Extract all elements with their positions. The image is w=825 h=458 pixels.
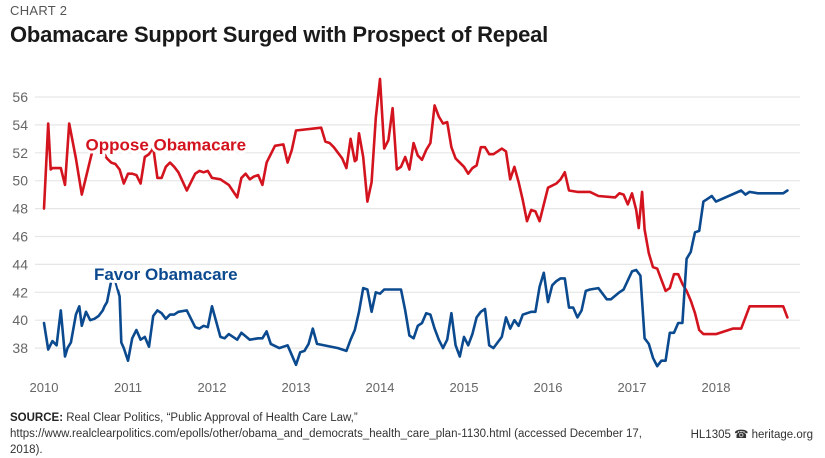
x-axis-ticks: 2010 2011 2012 2013 2014 2015 2016 2017 2018 <box>30 380 731 395</box>
y-tick-label: 46 <box>12 229 28 245</box>
source-label: SOURCE: <box>10 412 64 424</box>
y-tick-label: 44 <box>12 256 28 272</box>
source-text: Real Clear Politics, “Public Approval of… <box>10 412 642 456</box>
x-tick-label: 2015 <box>450 380 479 395</box>
y-tick-label: 50 <box>12 173 28 189</box>
x-tick-label: 2016 <box>534 380 563 395</box>
oppose-label-halo: Oppose Obamacare <box>85 135 246 154</box>
x-tick-label: 2011 <box>114 380 142 395</box>
y-axis-ticks: 38 40 42 44 46 48 50 52 54 56 <box>12 89 28 356</box>
series-lines <box>42 77 789 368</box>
x-tick-label: 2013 <box>282 380 311 395</box>
oppose-line <box>42 77 789 336</box>
y-tick-label: 48 <box>12 201 28 217</box>
x-tick-label: 2014 <box>366 380 395 395</box>
heritage-bell-icon: ☎ <box>734 429 749 441</box>
favor-label: Favor Obamacare <box>94 265 238 284</box>
gridlines <box>35 96 800 349</box>
report-id: HL1305 <box>690 429 731 441</box>
y-tick-label: 56 <box>12 89 28 105</box>
chart-kicker: CHART 2 <box>10 3 68 18</box>
x-tick-label: 2017 <box>618 380 647 395</box>
chart-title: Obamacare Support Surged with Prospect o… <box>10 22 549 47</box>
x-tick-label: 2010 <box>30 380 59 395</box>
y-tick-label: 42 <box>12 284 28 300</box>
y-tick-label: 54 <box>12 117 28 133</box>
x-tick-label: 2018 <box>702 380 731 395</box>
y-tick-label: 52 <box>12 145 28 161</box>
site-link[interactable]: heritage.org <box>751 429 813 441</box>
y-tick-label: 38 <box>12 340 28 356</box>
oppose-label: Oppose Obamacare <box>85 135 246 154</box>
favor-label-halo: Favor Obamacare <box>94 265 238 284</box>
credit: HL1305 ☎ heritage.org <box>691 427 813 441</box>
y-tick-label: 40 <box>12 312 28 328</box>
source-note: SOURCE: Real Clear Politics, “Public App… <box>10 410 650 458</box>
favor-line <box>42 189 789 368</box>
x-tick-label: 2012 <box>198 380 227 395</box>
